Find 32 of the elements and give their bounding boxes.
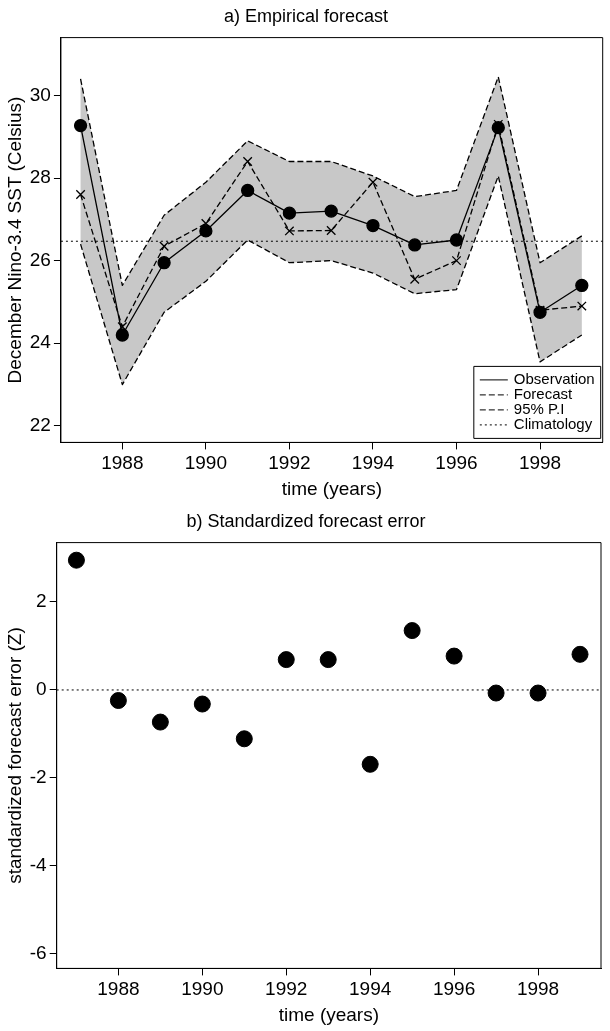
y-tick-label: 28 xyxy=(29,166,51,188)
y-tick-label: 2 xyxy=(36,590,47,612)
x-tick-label: 1994 xyxy=(351,452,395,474)
x-tick-label: 1998 xyxy=(518,452,562,474)
chart-title: b) Standardized forecast error xyxy=(186,510,426,531)
x-tick-label: 1992 xyxy=(268,452,311,474)
x-axis-title: time (years) xyxy=(281,477,382,499)
y-tick-label: 0 xyxy=(36,678,47,700)
y-tick-label: 24 xyxy=(29,331,52,353)
x-tick-label: 1990 xyxy=(181,978,224,1000)
y-tick-label: 22 xyxy=(29,414,51,436)
y-tick-label: -4 xyxy=(29,854,48,876)
y-tick-label: 30 xyxy=(29,83,51,105)
x-tick-label: 1996 xyxy=(435,452,478,474)
x-tick-label: 1996 xyxy=(432,978,476,1000)
x-tick-label: 1988 xyxy=(101,452,144,474)
legend-label: Observation xyxy=(513,370,595,388)
y-axis-title: December Nino-3.4 SST (Celsius) xyxy=(3,96,25,384)
x-tick-label: 1998 xyxy=(516,978,560,1000)
x-tick-label: 1994 xyxy=(349,978,392,1000)
y-axis-title: standardized forecast error (Z) xyxy=(3,627,25,884)
y-tick-label: 26 xyxy=(29,248,51,270)
y-tick-label: -6 xyxy=(29,942,47,964)
x-tick-label: 1992 xyxy=(265,978,308,1000)
y-tick-label: -2 xyxy=(29,766,47,788)
legend-label: Climatology xyxy=(513,415,593,433)
legend-label: 95% P.I xyxy=(513,400,565,418)
chart-title: a) Empirical forecast xyxy=(223,5,389,26)
x-tick-label: 1990 xyxy=(184,452,228,474)
x-tick-label: 1988 xyxy=(97,978,140,1000)
x-axis-title: time (years) xyxy=(278,1003,379,1025)
legend-label: Forecast xyxy=(513,385,574,403)
